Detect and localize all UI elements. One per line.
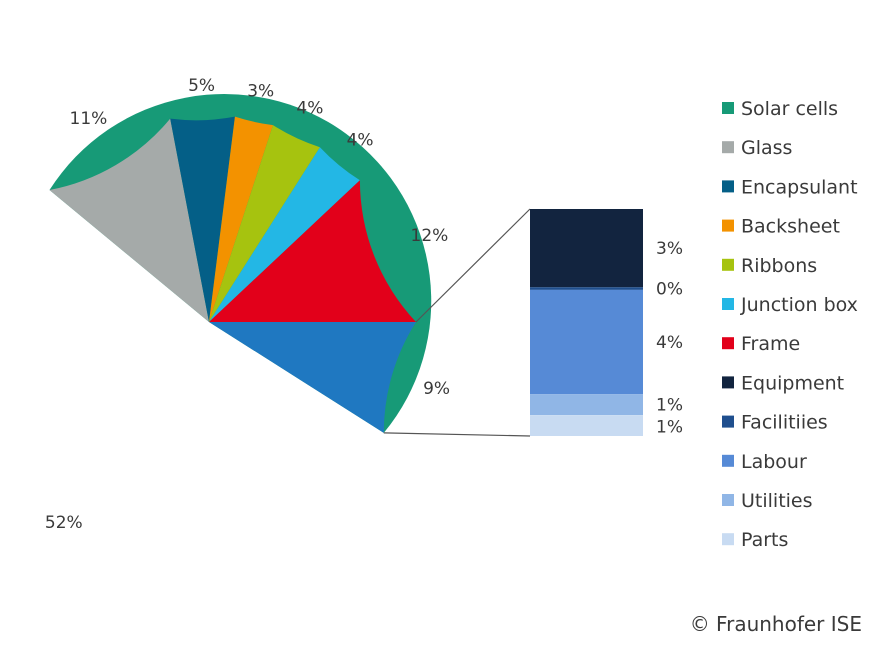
pie-slice-junction-box [209,147,360,322]
legend-label-facilitiies: Facilitiies [741,412,828,434]
breakdown-labels: 3% 0% 4% 1%1% [656,239,683,438]
legend-item-frame: Frame [722,333,800,355]
bar-segment-utilities [530,394,643,416]
legend-item-utilities: Utilities [722,490,813,512]
bar-label-utilities: 1% [656,396,683,416]
legend-swatch-ribbons [722,258,734,271]
bar-label-facilitiies: 0% [656,280,683,300]
pie-label-encapsulant: 5% [188,76,215,96]
legend-item-ribbons: Ribbons [722,255,817,277]
legend-label-encapsulant: Encapsulant [741,176,858,198]
connector-line-top [415,208,531,323]
legend-label-frame: Frame [741,333,800,355]
bar-segment-facilitiies [530,287,643,290]
legend-label-utilities: Utilities [741,490,813,512]
legend-item-facilitiies: Facilitiies [722,412,828,434]
legend-swatch-labour [722,454,734,467]
legend-label-glass: Glass [741,137,792,159]
legend-swatch-solar-cells [722,102,734,114]
pie-labels: 52% 11% 5% 3% 4% 4% 12% 9% [45,76,450,533]
pie-slice-encapsulant [170,116,235,322]
bar-segment-parts [530,415,643,436]
legend-label-labour: Labour [741,451,807,473]
connector-line-bottom [383,432,531,437]
copyright-notice: © Fraunhofer ISE [689,612,862,636]
pie-slice-frame [209,180,416,322]
legend-swatch-utilities [722,494,734,506]
pie-label-glass: 11% [70,109,108,129]
legend-label-ribbons: Ribbons [741,255,817,277]
pie [49,94,432,433]
legend-swatch-parts [722,533,734,546]
bar-segment-labour [530,289,643,395]
legend-item-junction-box: Junction box [722,294,858,316]
legend-swatch-facilitiies [722,415,734,428]
pie-label-frame: 12% [411,226,449,246]
legend: Solar cells Glass Encapsulant Backsheet Ribb… [722,98,858,551]
legend-swatch-junction-box [722,298,734,310]
legend-item-labour: Labour [722,451,807,473]
legend-label-solar-cells: Solar cells [741,98,838,120]
connector-lines [383,208,531,437]
bar-label-labour: 4% [656,333,683,353]
pie-label-breakdown: 9% [423,379,450,399]
pie-slice-breakdown [209,322,416,433]
legend-item-parts: Parts [722,529,788,551]
pie-label-solar-cells: 52% [45,513,83,533]
legend-item-encapsulant: Encapsulant [722,176,858,198]
legend-item-equipment: Equipment [722,372,844,394]
legend-swatch-frame [722,337,734,350]
legend-item-backsheet: Backsheet [722,216,840,238]
bar-label-equipment: 3% [656,239,683,259]
legend-swatch-encapsulant [722,180,734,193]
legend-label-equipment: Equipment [741,372,844,394]
legend-swatch-equipment [722,376,734,389]
pie-label-ribbons: 4% [296,99,323,119]
pie-slice-glass [49,118,209,322]
legend-label-junction-box: Junction box [740,294,858,316]
legend-swatch-glass [722,141,734,154]
legend-label-parts: Parts [741,529,788,551]
legend-swatch-backsheet [722,219,734,232]
breakdown-bar [530,209,643,436]
pie-label-junction-box: 4% [347,130,374,150]
bar-label-parts: 1% [656,418,683,438]
pie-label-backsheet: 3% [247,82,274,102]
bar-segment-equipment [530,209,643,288]
legend-label-backsheet: Backsheet [741,216,840,238]
legend-item-solar-cells: Solar cells [722,98,838,120]
pie-slice-backsheet [209,116,273,322]
pie-slice-ribbons [209,125,320,322]
legend-item-glass: Glass [722,137,792,159]
